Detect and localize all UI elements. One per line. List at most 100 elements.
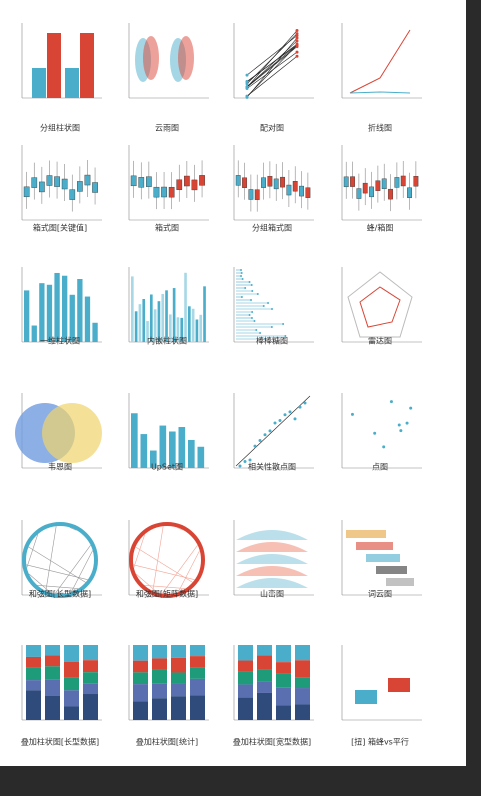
- stroke: [28, 546, 86, 583]
- bar: [203, 286, 206, 342]
- seg: [45, 666, 60, 680]
- dot: [255, 329, 258, 331]
- seg: [45, 655, 60, 667]
- box: [305, 187, 311, 198]
- seg: [171, 645, 186, 658]
- box: [76, 181, 83, 192]
- seg: [238, 684, 253, 698]
- box: [54, 176, 60, 187]
- bar: [150, 450, 157, 468]
- seg: [190, 645, 205, 657]
- seg: [26, 680, 41, 691]
- bar: [47, 33, 61, 98]
- stroke: [246, 51, 298, 89]
- seg: [152, 645, 167, 659]
- box: [261, 177, 266, 188]
- box: [191, 179, 198, 191]
- box: [362, 182, 368, 194]
- dot: [295, 45, 299, 49]
- box: [292, 181, 298, 192]
- ridge: [236, 566, 308, 576]
- caption: 云雨图: [155, 124, 179, 133]
- seg: [238, 697, 253, 720]
- bar: [146, 321, 149, 342]
- box: [394, 177, 400, 188]
- bar: [157, 301, 161, 342]
- bar: [197, 446, 205, 468]
- dot: [263, 433, 267, 437]
- bar: [176, 317, 180, 342]
- violin: [143, 36, 159, 80]
- bar: [150, 294, 153, 342]
- box: [267, 176, 273, 187]
- seg: [238, 645, 253, 661]
- caption: 叠加柱状图[统计]: [136, 737, 198, 747]
- dot: [253, 320, 256, 322]
- dot: [295, 39, 299, 43]
- stroke: [45, 526, 57, 591]
- stroke: [161, 545, 198, 594]
- seg: [64, 661, 79, 678]
- seg: [190, 678, 205, 696]
- seg: [152, 683, 167, 699]
- ridge: [236, 554, 308, 564]
- bar: [65, 68, 79, 98]
- word: [346, 530, 386, 538]
- thumbnail: [128, 267, 209, 343]
- dot: [259, 332, 262, 334]
- thumbnail: [21, 145, 102, 221]
- seg: [26, 656, 41, 668]
- stroke: [26, 534, 39, 568]
- seg: [295, 704, 310, 720]
- thumbnail: [233, 267, 314, 343]
- dot: [249, 299, 252, 301]
- caption: 雷达图: [368, 336, 392, 346]
- line: [349, 91, 411, 94]
- box: [286, 184, 292, 196]
- bar: [169, 314, 172, 342]
- dot: [282, 323, 285, 325]
- dot: [245, 95, 249, 99]
- dot: [240, 275, 243, 277]
- box: [183, 175, 190, 187]
- stroke: [246, 37, 298, 98]
- caption: 叠加柱状图[宽型数据]: [233, 737, 311, 747]
- dot: [293, 417, 297, 421]
- bar: [159, 425, 167, 468]
- box: [235, 175, 241, 186]
- bar: [165, 290, 168, 342]
- thumbnail: [21, 520, 102, 598]
- dot: [243, 459, 247, 463]
- seg: [152, 698, 167, 720]
- seg: [276, 645, 291, 663]
- box: [381, 178, 387, 190]
- dot: [251, 311, 254, 313]
- stroke: [144, 585, 186, 589]
- box: [199, 175, 205, 186]
- seg: [133, 660, 148, 673]
- dot: [270, 326, 273, 328]
- dot: [238, 464, 242, 468]
- bar: [199, 314, 203, 342]
- dot: [295, 36, 299, 40]
- box: [31, 177, 38, 188]
- dot: [248, 281, 251, 283]
- line: [349, 29, 411, 94]
- dot: [253, 444, 257, 448]
- bar: [153, 309, 157, 342]
- thumbnail: [233, 23, 314, 99]
- dot: [409, 406, 413, 410]
- seg: [171, 657, 186, 673]
- stroke: [246, 40, 298, 88]
- seg: [276, 705, 291, 720]
- thumbnail: [128, 23, 209, 99]
- dot: [303, 401, 307, 405]
- dot: [240, 272, 243, 274]
- thumbnail: [128, 145, 209, 221]
- box: [400, 175, 406, 187]
- seg: [295, 645, 310, 661]
- seg: [190, 667, 205, 679]
- seg: [190, 656, 205, 668]
- seg: [64, 677, 79, 691]
